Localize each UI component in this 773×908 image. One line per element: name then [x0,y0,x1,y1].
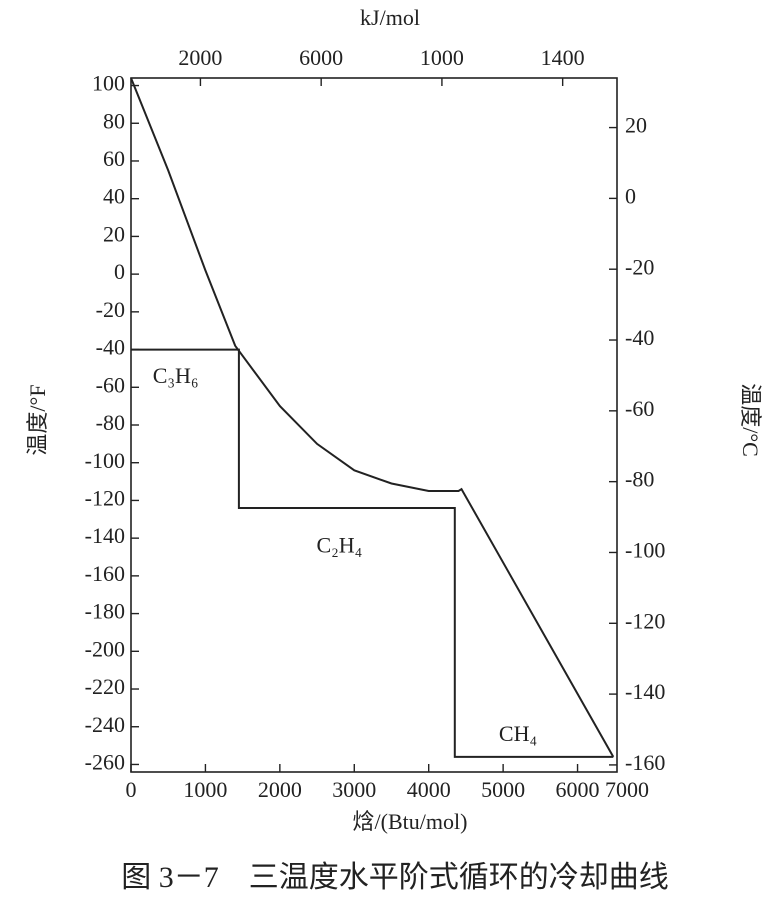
x-tick-label: 0 [126,777,137,802]
x-tick-label: 4000 [407,777,451,802]
y2-tick-label: -140 [625,679,665,704]
line-cooling-curve [130,77,615,758]
y2-tick-label: -100 [625,538,665,563]
x2-axis-label: kJ/mol [360,5,420,30]
y-tick-label: 40 [103,184,125,209]
y-tick-label: -220 [85,674,125,699]
y-tick-label: 80 [103,108,125,133]
y2-tick-label: -80 [625,467,654,492]
y-tick-label: 20 [103,221,125,246]
annotation: CH₄ [499,721,537,746]
y2-tick-label: -20 [625,254,654,279]
caption: 图 3－7 三温度水平阶式循环的冷却曲线 [121,861,669,894]
x-tick-label: 5000 [481,777,525,802]
plot-frame [130,77,618,773]
y2-tick-label: -160 [625,750,665,775]
y-tick-label: -180 [85,599,125,624]
y2-tick-label: -120 [625,608,665,633]
x2-tick-label: 1400 [541,45,585,70]
y-tick-label: -100 [85,448,125,473]
x2-tick-label: 2000 [178,45,222,70]
y-tick-label: 60 [103,146,125,171]
y2-tick-label: 0 [625,183,636,208]
y-tick-label: -40 [96,335,125,360]
y2-axis-label: 温度/°C [738,383,763,457]
x2-tick-label: 6000 [299,45,343,70]
x-axis-label: 焓/(Btu/mol) [353,809,468,834]
y2-tick-label: -40 [625,325,654,350]
annotation: C₃H₆ [153,363,199,388]
y2-tick-label: 20 [625,113,647,138]
x-tick-label: 7000 [605,777,649,802]
y-tick-label: -200 [85,636,125,661]
x-tick-label: 2000 [258,777,302,802]
y-tick-label: 0 [114,259,125,284]
line-cascade [131,348,614,758]
y-tick-label: -160 [85,561,125,586]
x-tick-label: 6000 [556,777,600,802]
x-tick-label: 1000 [183,777,227,802]
y-tick-label: -240 [85,712,125,737]
y-tick-label: -120 [85,485,125,510]
annotation: C₂H₄ [316,533,362,558]
y-tick-label: 100 [92,71,125,96]
x2-tick-label: 1000 [420,45,464,70]
y2-tick-label: -60 [625,396,654,421]
y-tick-label: -260 [85,750,125,775]
y-tick-label: -20 [96,297,125,322]
y-tick-label: -140 [85,523,125,548]
x-tick-label: 3000 [332,777,376,802]
y-axis-label: 温度/°F [25,384,50,455]
y-tick-label: -80 [96,410,125,435]
y-tick-label: -60 [96,372,125,397]
